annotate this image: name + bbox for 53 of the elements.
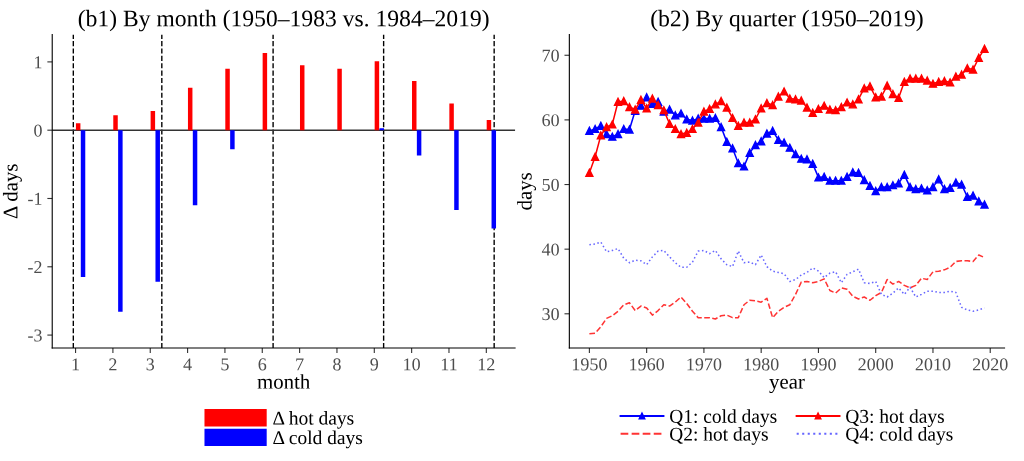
y-tick-label: 1 bbox=[35, 56, 42, 69]
x-tick-label: 1970 bbox=[687, 358, 722, 371]
y-tick-label: -2 bbox=[28, 261, 42, 274]
x-tick-label: 8 bbox=[333, 358, 341, 371]
x-tick-label: 1960 bbox=[630, 358, 665, 371]
x-tick-label: 4 bbox=[183, 358, 192, 371]
bar bbox=[155, 130, 160, 282]
y-tick-label: 0 bbox=[34, 124, 42, 137]
legend-label: Δ hot days bbox=[273, 410, 354, 429]
chart-title: (b2) By quarter (1950–2019) bbox=[651, 9, 923, 32]
legend-label: Q4: cold days bbox=[846, 427, 953, 445]
bar bbox=[454, 130, 459, 211]
x-tick-label: 6 bbox=[258, 358, 267, 371]
x-tick-label: 5 bbox=[221, 358, 229, 371]
bar bbox=[225, 68, 230, 131]
legend-label: Q3: hot days bbox=[846, 409, 944, 427]
y-tick-label: 60 bbox=[542, 114, 559, 127]
bar bbox=[75, 123, 81, 131]
bar bbox=[337, 68, 342, 131]
x-tick-label: 2000 bbox=[858, 358, 894, 371]
legend-label: Q2: hot days bbox=[670, 427, 768, 445]
x-tick-label: 1950 bbox=[572, 358, 607, 371]
x-axis-title: month bbox=[257, 374, 310, 389]
y-axis-title: Δ days bbox=[2, 164, 22, 219]
bar bbox=[113, 115, 118, 131]
x-tick-label: 11 bbox=[441, 358, 457, 371]
bar bbox=[118, 130, 123, 312]
x-tick-label: 7 bbox=[296, 358, 304, 371]
bar bbox=[491, 130, 497, 229]
x-tick-label: 9 bbox=[370, 358, 379, 371]
x-tick-label: 10 bbox=[404, 358, 420, 371]
bar bbox=[230, 130, 235, 150]
x-tick-label: 1990 bbox=[801, 358, 836, 371]
y-tick-label: 30 bbox=[542, 308, 559, 321]
y-tick-label: 70 bbox=[542, 49, 559, 62]
x-tick-label: 1 bbox=[72, 358, 79, 371]
line-series bbox=[588, 254, 986, 335]
x-tick-label: 2020 bbox=[972, 358, 1008, 371]
y-tick-label: -1 bbox=[28, 192, 42, 205]
bar bbox=[449, 103, 454, 131]
y-tick-label: -3 bbox=[28, 329, 42, 342]
chart-title: (b1) By month (1950–1983 vs. 1984–2019) bbox=[78, 9, 489, 32]
x-tick-label: 12 bbox=[478, 358, 495, 371]
y-tick-label: 40 bbox=[541, 243, 559, 256]
x-tick-label: 2 bbox=[109, 358, 117, 371]
x-tick-label: 3 bbox=[146, 358, 155, 371]
y-tick-label: 50 bbox=[542, 178, 559, 191]
legend-label: Q1: cold days bbox=[670, 409, 777, 427]
x-tick-label: 1980 bbox=[744, 358, 779, 371]
legend-label: Δ cold days bbox=[273, 430, 363, 449]
x-tick-label: 2010 bbox=[915, 358, 951, 371]
y-axis-title: days bbox=[517, 172, 537, 210]
x-axis-title: year bbox=[769, 378, 805, 394]
